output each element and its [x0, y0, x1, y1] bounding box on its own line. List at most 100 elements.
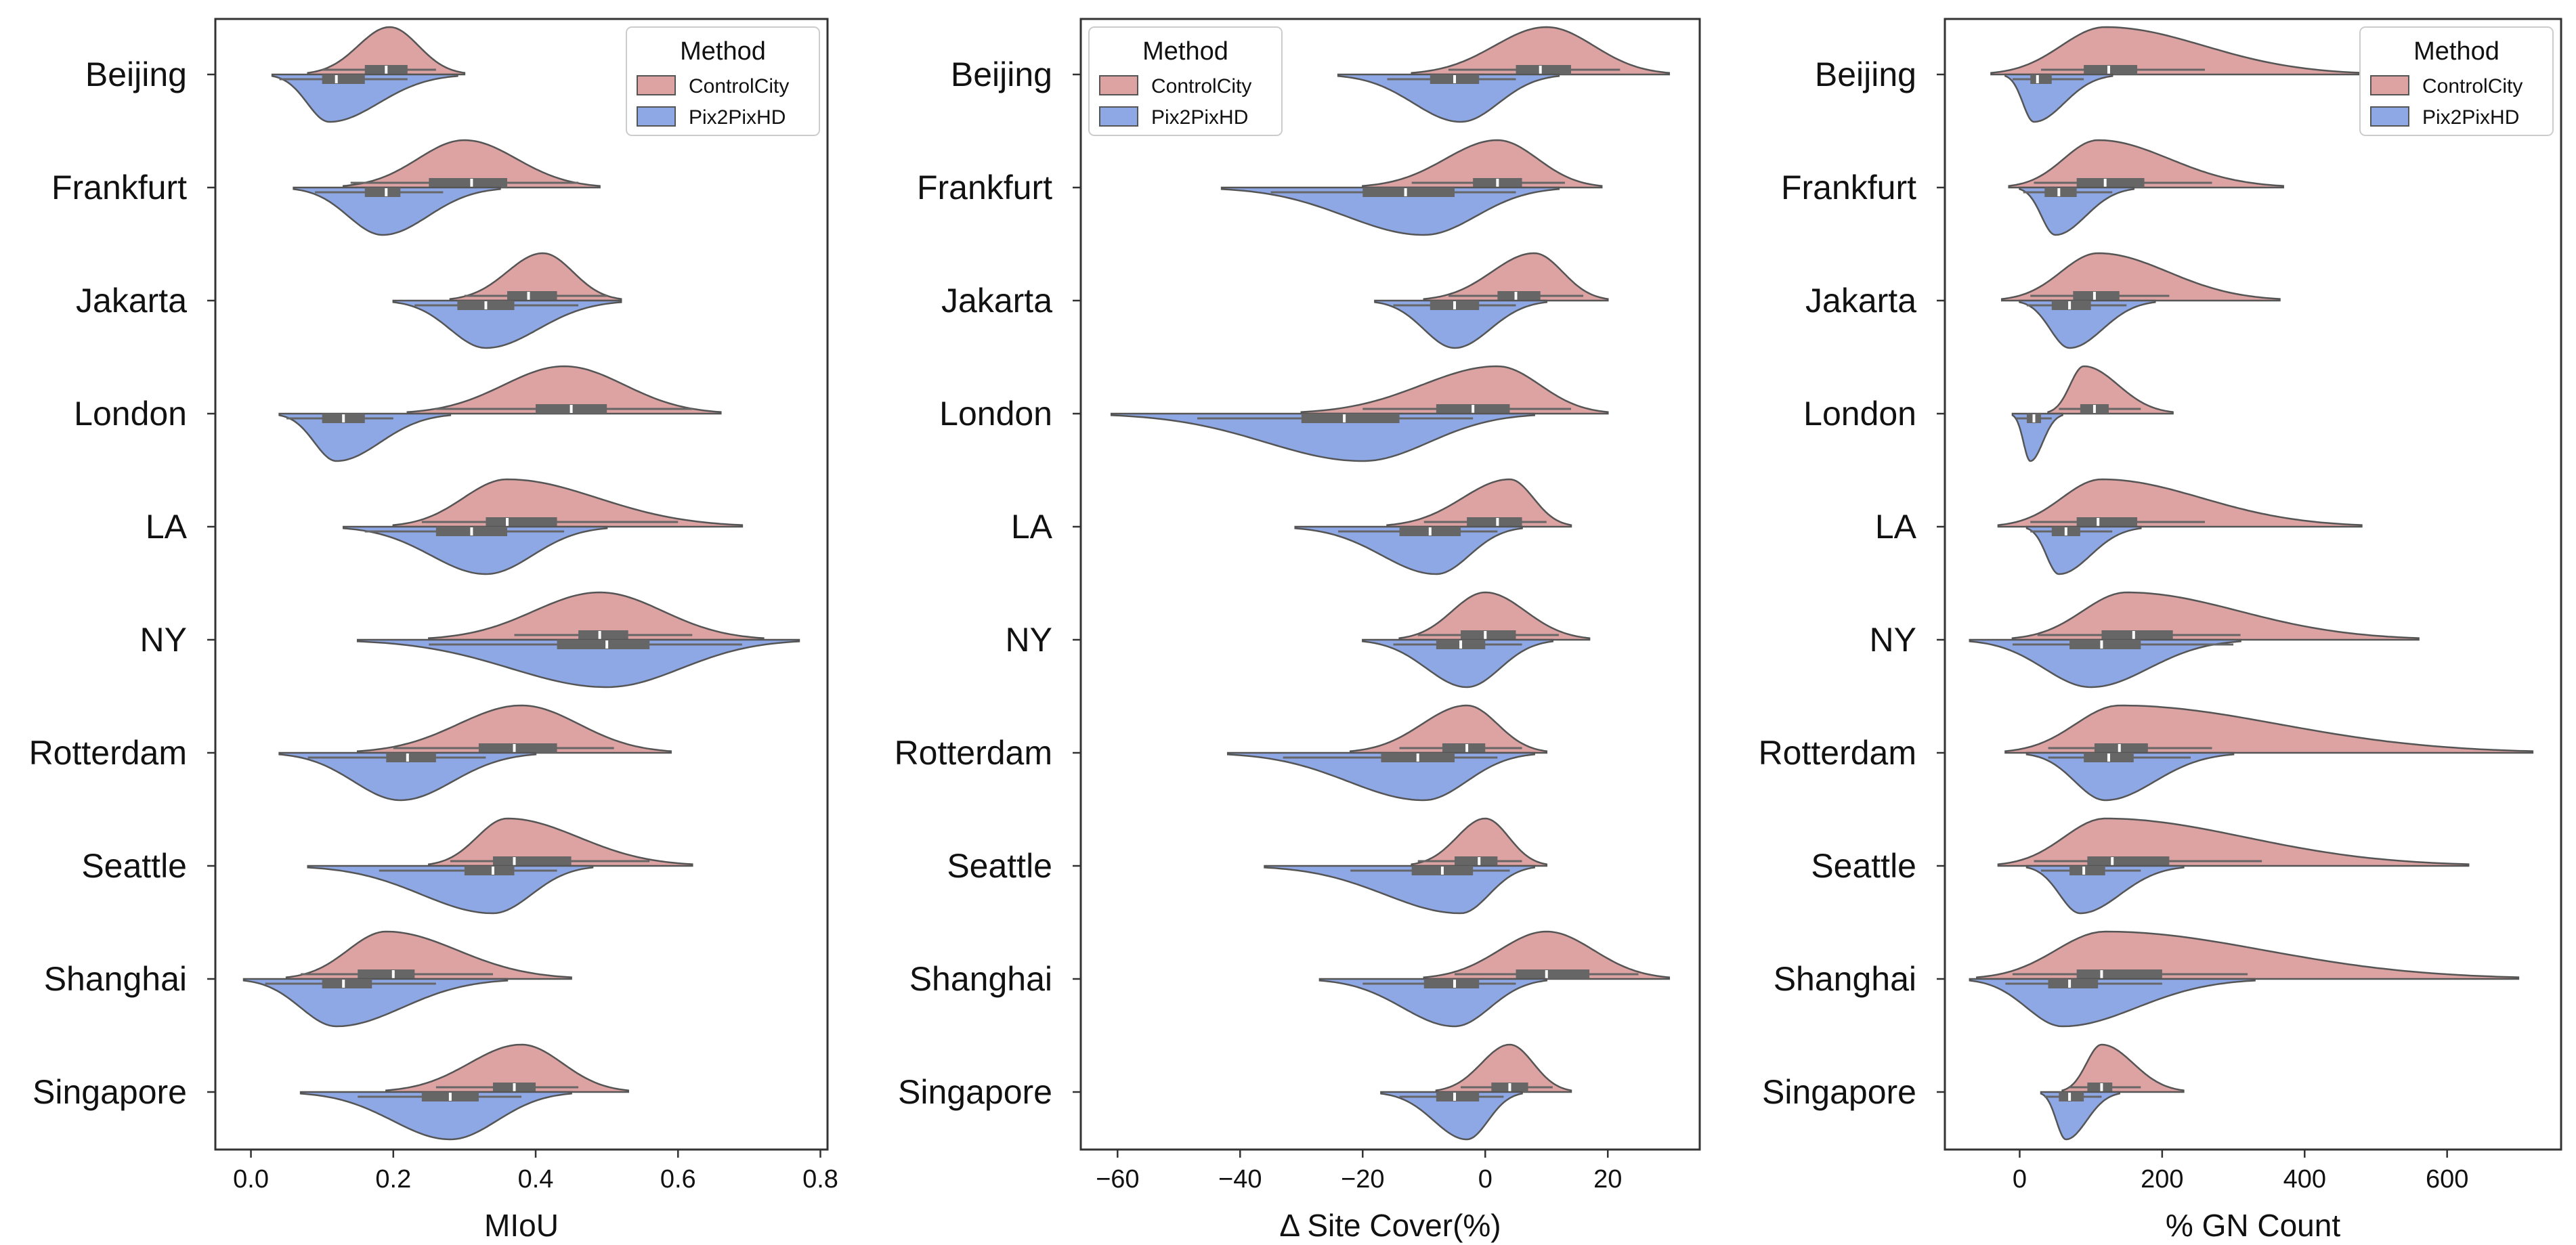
legend-swatch-pix2pixhd [637, 106, 676, 127]
category-label: Jakarta [941, 282, 1052, 320]
category-label: Singapore [898, 1073, 1052, 1111]
category-label: Singapore [1762, 1073, 1916, 1111]
iqr-box-ny-pix2pixhd [557, 640, 650, 649]
iqr-box-singapore-controlcity [2087, 1083, 2113, 1092]
violin-jakarta-pix2pixhd [392, 299, 622, 349]
iqr-box-ny-controlcity [2101, 630, 2173, 640]
x-tick-label: −20 [1341, 1165, 1384, 1194]
violin-rotterdam-pix2pixhd [278, 751, 537, 802]
x-tick-label: −40 [1218, 1165, 1262, 1194]
iqr-box-shanghai-controlcity [358, 969, 415, 979]
violin-frankfurt-controlcity [1362, 139, 1603, 189]
violin-ny-controlcity [1398, 591, 1591, 641]
violin-beijing-controlcity [1990, 26, 2363, 76]
violin-shanghai-pix2pixhd [1969, 978, 2256, 1028]
legend: Method ControlCity Pix2PixHD [1088, 26, 1283, 136]
category-label: NY [140, 621, 187, 659]
iqr-box-ny-controlcity [1461, 630, 1516, 640]
legend-swatch-pix2pixhd [1099, 106, 1138, 127]
violin-london-controlcity [406, 365, 722, 415]
iqr-box-la-controlcity [486, 517, 557, 527]
category-label: NY [1870, 621, 1916, 659]
category-label: LA [146, 508, 188, 546]
legend-label-pix2pixhd: Pix2PixHD [1151, 106, 1248, 129]
legend-swatch-controlcity [637, 75, 676, 95]
violin-london-pix2pixhd [1110, 412, 1535, 462]
violin-beijing-pix2pixhd [2004, 73, 2113, 123]
legend-title: Method [1142, 37, 1228, 66]
violin-frankfurt-pix2pixhd [2019, 186, 2135, 236]
legend: Method ControlCity Pix2PixHD [626, 26, 820, 136]
legend-title: Method [2413, 37, 2499, 66]
violin-la-controlcity [1386, 478, 1572, 528]
violin-jakarta-controlcity [449, 252, 622, 302]
violin-beijing-controlcity [1411, 26, 1671, 76]
violin-jakarta-controlcity [1423, 252, 1609, 302]
violin-jakarta-controlcity [2000, 252, 2281, 302]
category-label: LA [1875, 508, 1917, 546]
violin-singapore-controlcity [385, 1043, 629, 1093]
violin-london-controlcity [1300, 365, 1609, 415]
category-label: Rotterdam [1759, 734, 1916, 772]
panel-miou: Beijing Frankfurt Jakarta London LA NY Rotterd… [29, 18, 838, 1243]
iqr-box-rotterdam-pix2pixhd [386, 753, 436, 762]
violin-frankfurt-pix2pixhd [1220, 186, 1560, 236]
iqr-box-jakarta-pix2pixhd [2051, 301, 2091, 310]
iqr-box-shanghai-pix2pixhd [322, 979, 372, 988]
violin-singapore-controlcity [2061, 1043, 2185, 1093]
x-tick-label: 600 [2426, 1165, 2468, 1194]
violin-jakarta-pix2pixhd [1374, 299, 1548, 349]
iqr-box-london-pix2pixhd [1301, 414, 1400, 423]
x-tick-label: 0.4 [518, 1165, 554, 1194]
category-label: Seattle [1811, 847, 1916, 885]
violin-seattle-controlcity [428, 817, 693, 867]
category-label: Beijing [85, 56, 187, 93]
iqr-box-shanghai-pix2pixhd [1423, 979, 1480, 988]
x-tick-label: 0 [2013, 1165, 2027, 1194]
legend-label-pix2pixhd: Pix2PixHD [2422, 106, 2519, 129]
iqr-box-jakarta-controlcity [1497, 291, 1541, 301]
violin-beijing-pix2pixhd [271, 73, 458, 123]
iqr-box-shanghai-controlcity [1516, 969, 1590, 979]
x-axis-label: % GN Count [2166, 1208, 2340, 1243]
x-tick-label: 0.0 [233, 1165, 269, 1194]
legend-label-controlcity: ControlCity [2422, 75, 2523, 97]
category-label: Seattle [81, 847, 187, 885]
category-label: Singapore [33, 1073, 187, 1111]
violin-seattle-controlcity [1411, 817, 1548, 867]
iqr-box-frankfurt-controlcity [2076, 178, 2145, 188]
violin-frankfurt-controlcity [342, 139, 601, 189]
violin-rotterdam-pix2pixhd [1226, 751, 1535, 802]
category-label: LA [1011, 508, 1053, 546]
violin-seattle-pix2pixhd [2025, 865, 2185, 915]
category-label: Shanghai [1774, 960, 1916, 998]
category-label: Jakarta [76, 282, 187, 320]
plot-frame [1944, 18, 2562, 1151]
category-label: NY [1006, 621, 1052, 659]
iqr-box-ny-controlcity [578, 630, 628, 640]
violin-singapore-pix2pixhd [299, 1091, 572, 1141]
legend-swatch-controlcity [1099, 75, 1138, 95]
x-tick-label: 0.8 [802, 1165, 838, 1194]
violin-rotterdam-controlcity [1349, 704, 1548, 754]
iqr-box-seattle-controlcity [492, 856, 572, 866]
iqr-box-frankfurt-pix2pixhd [1362, 188, 1455, 197]
category-label: London [1803, 395, 1916, 433]
category-label: Shanghai [909, 960, 1052, 998]
violin-seattle-controlcity [1997, 817, 2470, 867]
legend-label-controlcity: ControlCity [1151, 75, 1251, 97]
iqr-box-singapore-pix2pixhd [1436, 1092, 1480, 1101]
x-tick-label: 0.6 [660, 1165, 696, 1194]
category-label: Frankfurt [1781, 169, 1916, 206]
violin-seattle-pix2pixhd [307, 865, 594, 915]
iqr-box-beijing-controlcity [2084, 65, 2138, 74]
legend-label-pix2pixhd: Pix2PixHD [689, 106, 786, 129]
legend-label-controlcity: ControlCity [689, 75, 789, 97]
violin-frankfurt-pix2pixhd [293, 186, 501, 236]
violin-ny-pix2pixhd [356, 638, 800, 689]
panel-site-cover: Beijing Frankfurt Jakarta London LA NY Rotterd… [895, 18, 1701, 1243]
violin-shanghai-pix2pixhd [1318, 978, 1548, 1028]
x-tick-label: 400 [2283, 1165, 2326, 1194]
panel-gn-count: Beijing Frankfurt Jakarta London LA NY Rotterd… [1759, 18, 2562, 1243]
violin-shanghai-pix2pixhd [242, 978, 509, 1028]
